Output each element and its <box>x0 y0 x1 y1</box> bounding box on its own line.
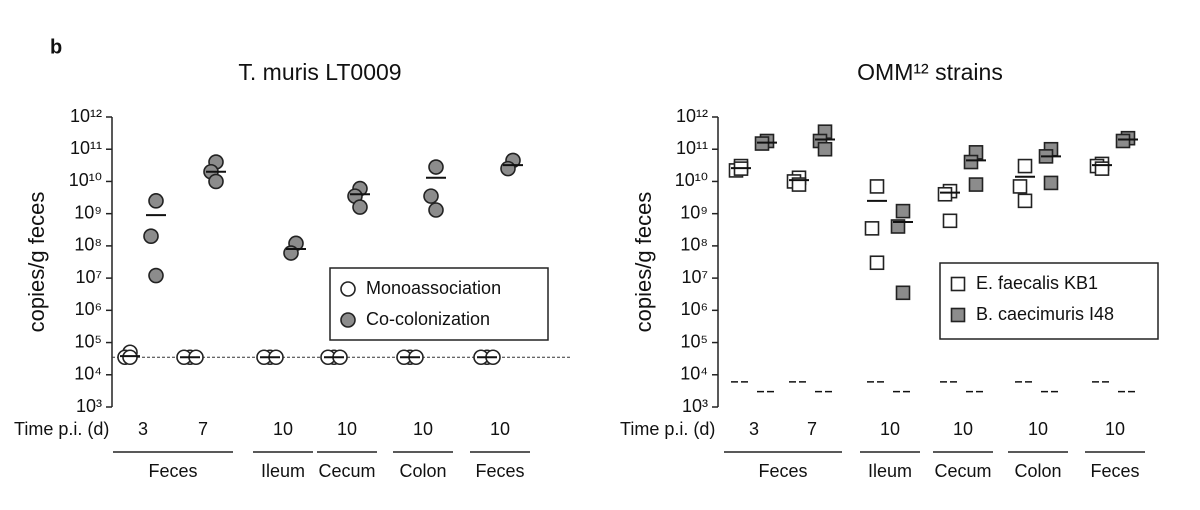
data-point <box>817 141 833 157</box>
x-tick-label: 7 <box>198 419 208 439</box>
y-tick-label: 10⁴ <box>680 364 708 384</box>
data-point <box>148 193 164 209</box>
y-tick-label: 10⁴ <box>74 364 102 384</box>
y-tick-label: 10¹⁰ <box>675 170 708 190</box>
x-axis-label: Time p.i. (d) <box>620 419 715 439</box>
y-tick-label: 10¹¹ <box>676 138 708 158</box>
y-tick-label: 10⁵ <box>681 331 708 351</box>
data-point <box>423 188 439 204</box>
group-label: Ileum <box>868 461 912 481</box>
legend-marker <box>950 307 966 323</box>
data-point <box>428 202 444 218</box>
x-tick-label: 10 <box>880 419 900 439</box>
y-axis-label: copies/g feces <box>24 192 49 333</box>
group-label: Colon <box>1014 461 1061 481</box>
data-point <box>869 255 885 271</box>
data-point <box>791 177 807 192</box>
chart-title: T. muris LT0009 <box>238 59 401 85</box>
legend-box <box>939 262 1159 340</box>
group-label: Cecum <box>934 461 991 481</box>
x-tick-label: 10 <box>1105 419 1125 439</box>
y-tick-label: 10⁷ <box>681 267 708 287</box>
y-tick-label: 10¹⁰ <box>69 170 102 190</box>
y-tick-label: 10⁵ <box>75 331 102 351</box>
x-tick-label: 7 <box>807 419 817 439</box>
data-point <box>937 186 953 202</box>
x-axis-label: Time p.i. (d) <box>14 419 109 439</box>
panel-label: b <box>50 36 62 58</box>
group-label: Ileum <box>261 461 305 481</box>
y-tick-label: 10⁹ <box>680 202 708 222</box>
y-tick-label: 10³ <box>76 396 102 416</box>
data-point <box>1017 158 1033 174</box>
data-point <box>122 349 138 366</box>
data-point <box>148 267 164 284</box>
data-point <box>143 228 159 244</box>
data-point <box>963 154 979 170</box>
data-point <box>1094 161 1110 176</box>
chart-title: OMM¹² strains <box>857 59 1003 85</box>
data-point <box>942 213 958 229</box>
group-label: Feces <box>758 461 807 481</box>
group-label: Cecum <box>318 461 375 481</box>
legend-marker <box>340 312 356 328</box>
data-point <box>890 219 906 234</box>
data-point <box>500 160 516 177</box>
data-point <box>208 173 224 190</box>
y-tick-label: 10³ <box>682 396 708 416</box>
x-tick-label: 3 <box>749 419 759 439</box>
legend-marker <box>340 281 356 297</box>
legend-marker <box>950 276 966 292</box>
group-label: Feces <box>1090 461 1139 481</box>
x-tick-label: 10 <box>337 419 357 439</box>
x-tick-label: 10 <box>490 419 510 439</box>
legend-label: Monoassociation <box>366 278 501 298</box>
x-tick-label: 10 <box>953 419 973 439</box>
data-point <box>1043 175 1059 191</box>
data-point <box>1017 193 1033 209</box>
legend-label: Co-colonization <box>366 309 490 329</box>
legend-box <box>329 267 549 341</box>
y-axis-label: copies/g feces <box>631 192 656 333</box>
x-tick-label: 3 <box>138 419 148 439</box>
data-point <box>352 199 368 215</box>
legend-label: E. faecalis KB1 <box>976 273 1098 293</box>
x-tick-label: 10 <box>413 419 433 439</box>
data-point <box>895 203 911 219</box>
group-label: Colon <box>399 461 446 481</box>
y-tick-label: 10¹² <box>676 106 708 126</box>
x-tick-label: 10 <box>1028 419 1048 439</box>
group-label: Feces <box>148 461 197 481</box>
data-point <box>1115 133 1131 149</box>
y-tick-label: 10⁶ <box>75 299 102 319</box>
y-tick-label: 10⁶ <box>681 299 708 319</box>
group-label: Feces <box>475 461 524 481</box>
y-tick-label: 10¹¹ <box>70 138 102 158</box>
y-tick-label: 10⁹ <box>74 202 102 222</box>
data-point <box>869 179 885 194</box>
data-point <box>864 221 880 236</box>
y-tick-label: 10⁷ <box>75 267 102 287</box>
legend-label: B. caecimuris I48 <box>976 304 1114 324</box>
y-tick-label: 10⁸ <box>680 235 708 255</box>
data-point <box>895 285 911 301</box>
x-tick-label: 10 <box>273 419 293 439</box>
y-tick-label: 10⁸ <box>74 235 102 255</box>
data-point <box>428 159 444 175</box>
data-point <box>1012 179 1028 194</box>
data-point <box>968 177 984 192</box>
y-tick-label: 10¹² <box>70 106 102 126</box>
